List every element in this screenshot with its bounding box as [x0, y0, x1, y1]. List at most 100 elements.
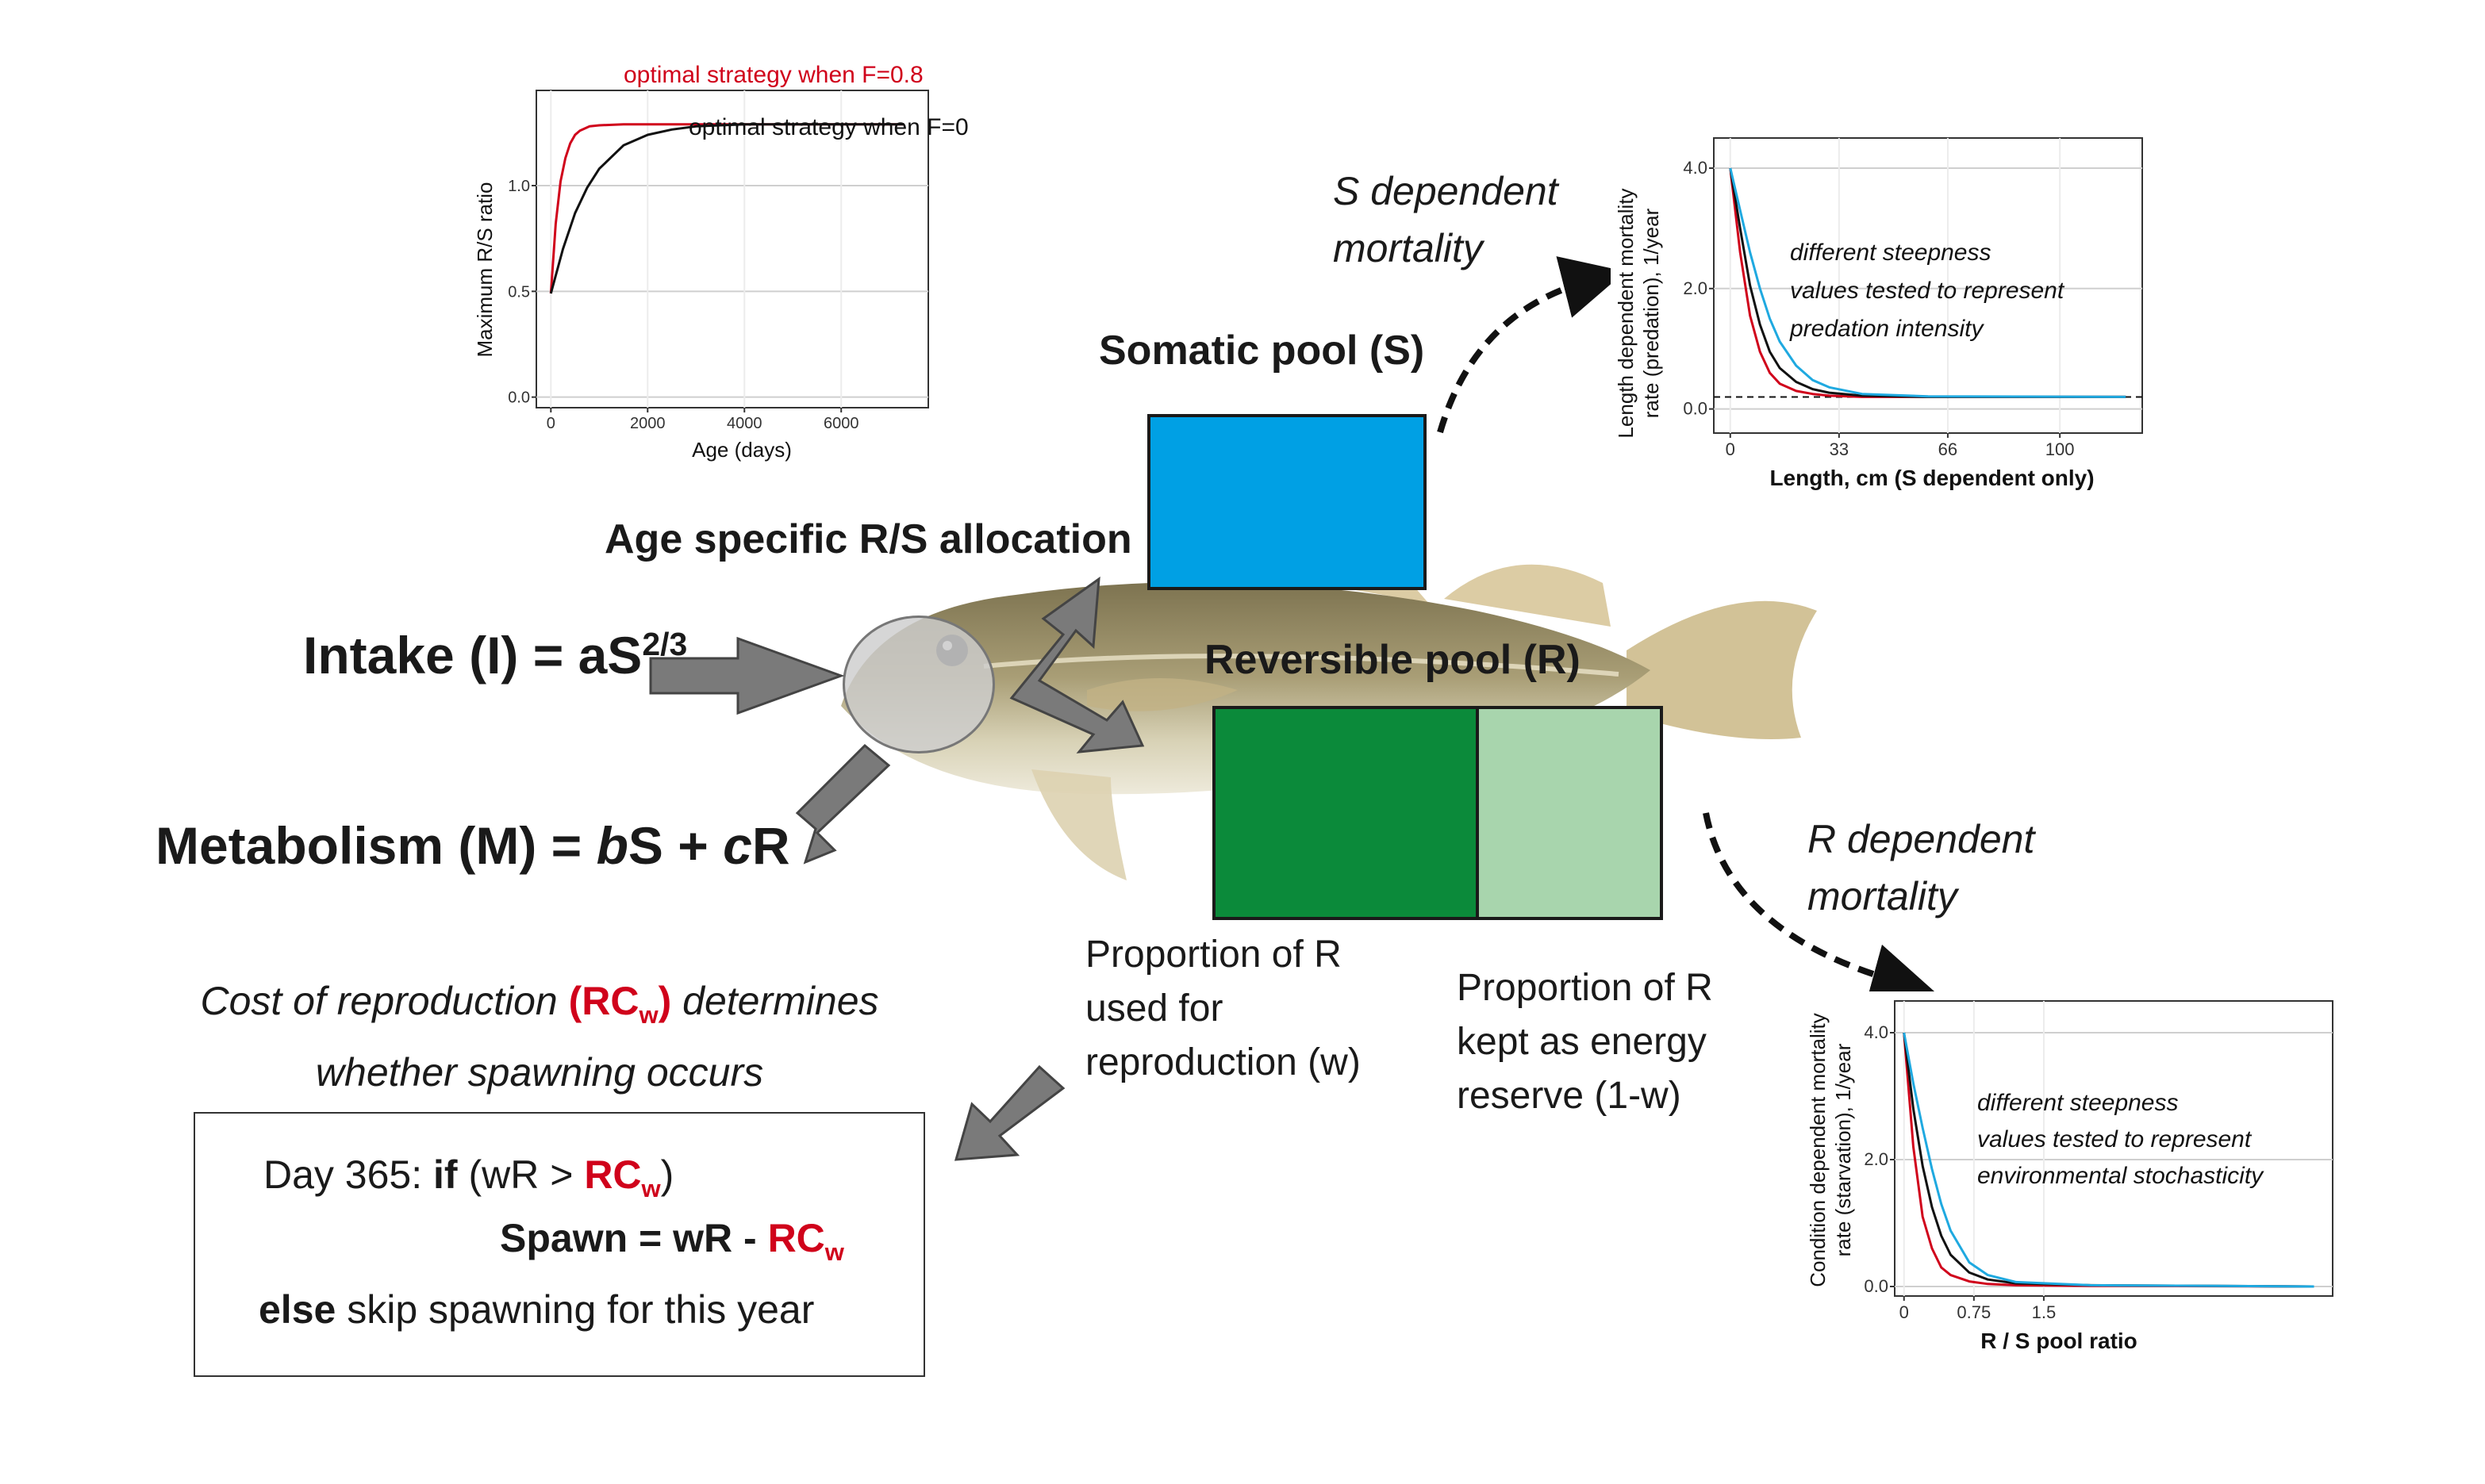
y-tick-label: 4.0 [1864, 1022, 1888, 1042]
prop-repro-line3: reproduction (w) [1085, 1041, 1361, 1083]
x-axis-label: Age (days) [692, 438, 792, 462]
proportion-reproduction-label: Proportion of R used for reproduction (w… [1085, 928, 1361, 1090]
metabolism-b: b [596, 816, 628, 875]
y-tick-label: 0.5 [508, 283, 530, 301]
annotation-2: values tested to represent [1977, 1126, 2253, 1152]
plot-frame [1713, 137, 2143, 434]
intake-arrow [649, 636, 845, 715]
y-tick-label: 4.0 [1683, 158, 1707, 178]
metabolism-equation: Metabolism (M) = bS + cR [156, 815, 790, 876]
chart-condition-mortality: 0.0 2.0 4.0 0 0.75 1.5 R / S pool ratio Condi… [1801, 991, 2349, 1364]
s-mortality-arrow [1437, 256, 1626, 434]
metabolism-s: S + [628, 816, 724, 875]
series-line-1 [549, 123, 905, 294]
cost-text-a: Cost of reproduction [200, 979, 569, 1023]
y-tick-label: 0.0 [508, 389, 530, 407]
y-tick-label: 0.0 [1683, 399, 1707, 419]
annotation-2: values tested to represent [1790, 278, 2065, 304]
proportion-reserve-label: Proportion of R kept as energy reserve (… [1457, 961, 1713, 1123]
rule-if: if [433, 1152, 458, 1197]
legend-f08: optimal strategy when F=0.8 [624, 62, 924, 88]
metabolism-c: c [723, 816, 752, 875]
series-line-0 [1903, 1032, 2314, 1288]
annotation-1: different steepness [1977, 1090, 2179, 1116]
metabolism-text: Metabolism (M) = [156, 816, 597, 875]
x-axis-label: Length, cm (S dependent only) [1769, 466, 2094, 490]
plot-frame [536, 90, 929, 408]
x-tick-label: 1.5 [2032, 1302, 2057, 1322]
r-mortality-arrow [1703, 812, 1935, 1007]
metabolism-r: R [751, 816, 790, 875]
r-mortality-line2: mortality [1807, 874, 1957, 918]
allocation-arrow [1009, 576, 1145, 754]
reserve-energy-box [1476, 706, 1663, 920]
x-axis-label: R / S pool ratio [1980, 1329, 2137, 1353]
annotation-3: environmental stochasticity [1977, 1163, 2264, 1189]
series-line-2 [1729, 167, 2126, 398]
chart-length-mortality: 0.0 2.0 4.0 0 33 66 100 Length, cm (S dependen… [1611, 127, 2158, 508]
somatic-pool-box [1147, 414, 1427, 590]
y-tick-label: 1.0 [508, 178, 530, 195]
y-axis-label-1: Length dependent mortality [1614, 188, 1638, 438]
x-tick-label: 0.75 [1957, 1302, 1991, 1322]
x-tick-label: 4000 [727, 415, 762, 432]
prop-reserve-line3: reserve (1-w) [1457, 1075, 1681, 1117]
cost-rc: (RC [568, 979, 639, 1023]
r-mortality-label: R dependent mortality [1807, 811, 2034, 925]
metabolism-arrow [795, 743, 891, 865]
prop-repro-line2: used for [1085, 987, 1223, 1030]
chart-rs-ratio: 0.0 0.5 1.0 0 2000 4000 6000 Age (days) Maximu… [468, 56, 1024, 468]
rule-line-2: Spawn = wR - RCw [500, 1215, 844, 1267]
y-tick-label: 0.0 [1864, 1276, 1888, 1296]
reversible-pool-label: Reversible pool (R) [1204, 637, 1580, 683]
prop-reserve-line1: Proportion of R [1457, 967, 1713, 1009]
rule-spawn: Spawn = wR - [500, 1216, 768, 1260]
x-tick-label: 2000 [630, 415, 666, 432]
prop-reserve-line2: kept as energy [1457, 1021, 1707, 1063]
plot-frame [1894, 1000, 2333, 1297]
cost-rc-close: ) [658, 979, 672, 1023]
y-axis-label-2: rate (predation), 1/year [1639, 208, 1663, 418]
legend-f0: optimal strategy when F=0 [689, 114, 969, 140]
x-tick-label: 0 [547, 415, 555, 432]
x-tick-label: 0 [1726, 439, 1735, 459]
y-tick-label: 2.0 [1683, 278, 1707, 298]
prop-repro-line1: Proportion of R [1085, 934, 1342, 976]
s-mortality-line2: mortality [1333, 226, 1483, 270]
annotation-3: predation intensity [1789, 316, 1984, 342]
intake-exponent: 2/3 [642, 626, 688, 662]
s-mortality-label: S dependent mortality [1333, 163, 1558, 277]
annotation-1: different steepness [1790, 240, 1991, 266]
x-tick-label: 0 [1899, 1302, 1909, 1322]
y-axis-label-2: rate (starvation), 1/year [1831, 1043, 1855, 1256]
y-tick-label: 2.0 [1864, 1149, 1888, 1169]
somatic-pool-label: Somatic pool (S) [1099, 328, 1425, 374]
cost-line2: whether spawning occurs [315, 1050, 764, 1095]
reserve-reproduction-box [1212, 706, 1479, 920]
rule-else: else [259, 1287, 336, 1332]
intake-equation: Intake (I) = aS2/3 [303, 625, 687, 685]
rule-rc-2-sub: w [824, 1238, 844, 1266]
cost-text-d: determines [671, 979, 879, 1023]
spawn-arrow [954, 1064, 1066, 1161]
age-allocation-label: Age specific R/S allocation [605, 516, 1132, 562]
x-tick-label: 66 [1938, 439, 1957, 459]
rule-close: ) [660, 1152, 674, 1197]
r-mortality-line1: R dependent [1807, 817, 2035, 861]
rule-day: Day 365: [263, 1152, 434, 1197]
rule-line-1: Day 365: if (wR > RCw) [263, 1152, 674, 1203]
x-tick-label: 33 [1830, 439, 1849, 459]
series-line-1 [1729, 167, 2126, 398]
x-tick-label: 100 [2045, 439, 2075, 459]
rule-condition: (wR > [457, 1152, 585, 1197]
y-axis-label: Maximum R/S ratio [473, 182, 497, 357]
series-line-2 [1903, 1032, 2314, 1288]
mouth-circle [843, 615, 995, 754]
cost-of-reproduction-label: Cost of reproduction (RCw) determines wh… [151, 972, 928, 1101]
rule-rc-1: RC [584, 1152, 642, 1197]
rule-rc-1-sub: w [641, 1175, 661, 1202]
x-tick-label: 6000 [824, 415, 859, 432]
s-mortality-line1: S dependent [1333, 169, 1558, 213]
rule-skip: skip spawning for this year [336, 1287, 815, 1332]
